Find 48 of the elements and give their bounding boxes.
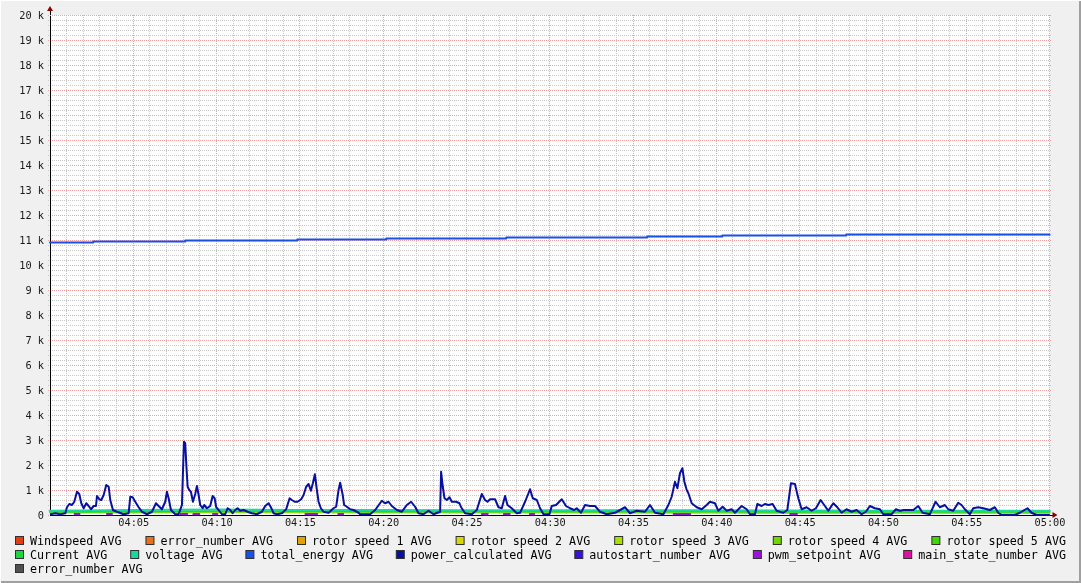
y-tick-label: 1 k	[25, 483, 45, 496]
y-tick-label: 5 k	[25, 383, 45, 396]
x-tick-label: 04:30	[534, 516, 566, 529]
y-tick-label: 7 k	[25, 333, 45, 346]
legend-label: error_number AVG	[160, 534, 274, 549]
legend-label: error_number AVG	[30, 562, 143, 577]
y-tick-label: 4 k	[25, 408, 45, 421]
legend-label: autostart_number AVG	[589, 548, 731, 563]
y-tick-label: 10 k	[19, 258, 45, 271]
legend-label: rotor speed 1 AVG	[312, 534, 432, 549]
x-tick-label: 04:05	[118, 516, 150, 529]
legend-label: main_state_number AVG	[918, 548, 1066, 563]
x-tick-label: 04:40	[701, 516, 733, 529]
legend-label: Windspeed AVG	[30, 534, 122, 549]
x-tick-label: 05:00	[1034, 516, 1066, 529]
x-tick-label: 04:10	[201, 516, 233, 529]
y-tick-label: 15 k	[19, 133, 45, 146]
y-tick-label: 0	[37, 508, 44, 521]
y-tick-label: 13 k	[19, 183, 45, 196]
y-tick-label: 16 k	[19, 108, 45, 121]
y-tick-label: 2 k	[25, 458, 45, 471]
y-tick-label: 19 k	[19, 33, 45, 46]
legend-label: rotor speed 2 AVG	[470, 534, 591, 549]
legend-label: rotor speed 3 AVG	[629, 534, 749, 549]
y-tick-label: 12 k	[19, 208, 45, 221]
y-tick-label: 20 k	[19, 8, 45, 21]
legend-label: rotor speed 5 AVG	[946, 534, 1066, 549]
legend-label: power_calculated AVG	[410, 548, 552, 563]
y-tick-label: 11 k	[19, 233, 45, 246]
x-tick-label: 04:15	[284, 516, 316, 529]
legend-label: Current AVG	[30, 548, 108, 563]
y-tick-label: 3 k	[25, 433, 45, 446]
y-tick-label: 14 k	[19, 158, 45, 171]
y-tick-label: 18 k	[19, 58, 45, 71]
y-tick-label: 17 k	[19, 83, 45, 96]
x-tick-label: 04:55	[951, 516, 983, 529]
x-tick-label: 04:35	[618, 516, 650, 529]
y-tick-label: 6 k	[25, 358, 45, 371]
x-tick-label: 04:25	[451, 516, 483, 529]
y-tick-label: 9 k	[25, 283, 45, 296]
x-tick-label: 04:45	[784, 516, 816, 529]
y-tick-label: 8 k	[25, 308, 45, 321]
legend-label: total_energy AVG	[260, 548, 373, 563]
legend-label: voltage AVG	[145, 548, 223, 563]
legend-label: rotor speed 4 AVG	[787, 534, 908, 549]
legend-label: pwm_setpoint AVG	[767, 548, 881, 563]
x-tick-label: 04:50	[867, 516, 899, 529]
x-tick-label: 04:20	[368, 516, 400, 529]
